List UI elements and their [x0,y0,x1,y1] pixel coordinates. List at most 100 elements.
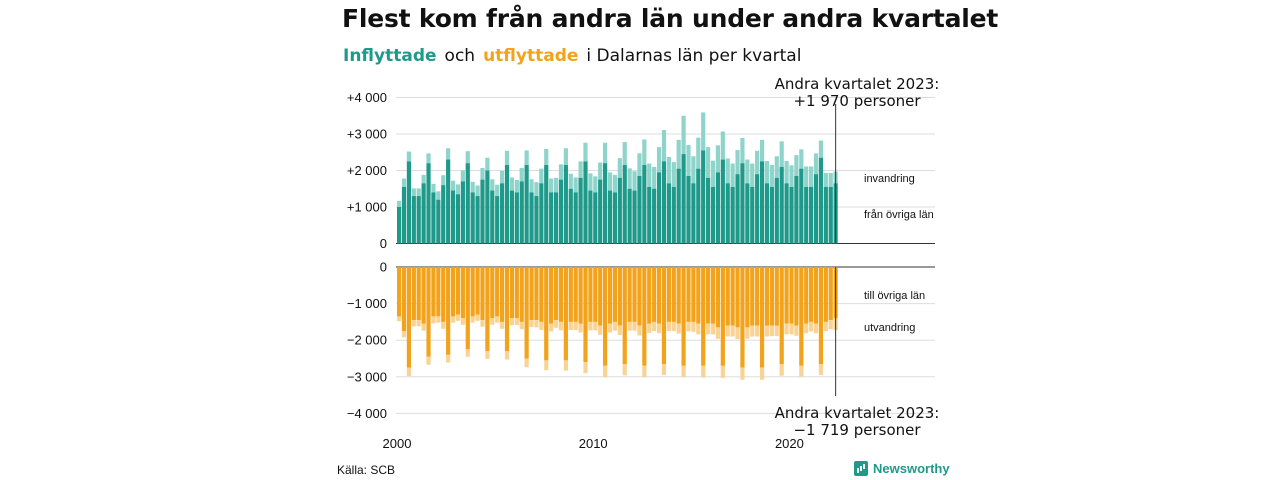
newsworthy-logo-text: Newsworthy [873,461,950,476]
bar-fran-ovriga-lan [804,186,809,244]
bar-invandring [720,131,725,160]
bar-till-ovriga-lan [818,267,824,364]
bar-utvandring [441,321,446,329]
bar-till-ovriga-lan [583,267,588,363]
bar-utvandring [696,323,701,335]
bar-till-ovriga-lan [794,267,799,326]
bar-utvandring [809,321,814,332]
bar-fran-ovriga-lan [730,186,735,244]
bar-invandring [701,112,706,151]
bar-invandring [809,166,814,187]
bar-utvandring [794,325,799,336]
bar-invandring [627,168,632,189]
bar-till-ovriga-lan [519,267,524,322]
bar-utvandring [779,363,784,376]
bar-utvandring [436,316,441,323]
bar-utvandring [568,321,573,330]
bar-utvandring [759,367,765,380]
bar-till-ovriga-lan [578,267,583,324]
bar-fran-ovriga-lan [603,163,608,244]
bar-fran-ovriga-lan [828,186,833,244]
bar-invandring [475,185,480,197]
bar-till-ovriga-lan [647,267,652,324]
bar-fran-ovriga-lan [495,196,500,244]
bar-fran-ovriga-lan [544,165,549,244]
bar-utvandring [416,320,421,327]
bar-invandring [406,151,412,162]
bar-utvandring [593,321,598,331]
bar-invandring [632,171,637,191]
bar-fran-ovriga-lan [475,196,480,244]
bar-till-ovriga-lan [789,267,794,324]
bar-fran-ovriga-lan [509,190,515,244]
bar-till-ovriga-lan [681,267,686,366]
bar-utvandring [666,321,671,332]
subtitle-rest: i Dalarnas län per kvartal [586,46,802,66]
bar-till-ovriga-lan [509,267,515,319]
subtitle-och: och [444,46,476,66]
bar-utvandring [818,363,824,375]
bar-invandring [455,184,461,195]
bar-fran-ovriga-lan [519,181,524,244]
bar-utvandring [740,367,745,380]
bar-invandring [558,164,564,180]
bar-utvandring [475,314,480,321]
bar-fran-ovriga-lan [676,168,681,244]
bar-fran-ovriga-lan [735,174,740,244]
bar-till-ovriga-lan [514,267,519,319]
bar-invandring [549,178,554,193]
x-tick-label: 2020 [775,436,804,451]
bar-invandring [794,155,799,176]
bar-till-ovriga-lan [686,267,691,322]
subtitle: Inflyttade och utflyttade i Dalarnas län pe… [343,46,801,66]
bar-till-ovriga-lan [607,267,613,324]
bar-fran-ovriga-lan [764,183,770,244]
bar-utvandring [588,321,593,331]
bar-till-ovriga-lan [769,267,774,326]
bar-invandring [735,150,740,175]
bar-till-ovriga-lan [480,267,485,321]
bar-utvandring [804,323,809,334]
bar-invandring [676,139,681,169]
bar-till-ovriga-lan [725,267,730,326]
bar-fran-ovriga-lan [534,196,539,244]
bar-invandring [480,167,485,180]
bottom-y-tick-label: −2 000 [347,333,387,348]
bar-invandring [755,150,760,175]
bar-fran-ovriga-lan [485,170,490,244]
bar-till-ovriga-lan [411,267,416,321]
bar-till-ovriga-lan [627,267,632,322]
bar-invandring [534,182,539,197]
annotation-top-line2: +1 970 personer [793,92,921,110]
bar-fran-ovriga-lan [490,190,495,244]
bottom-y-tick-label: −3 000 [347,369,387,384]
bar-till-ovriga-lan [735,267,740,328]
bar-invandring [813,153,819,175]
bar-till-ovriga-lan [671,267,676,322]
bar-fran-ovriga-lan [656,172,662,244]
bar-till-ovriga-lan [784,267,789,324]
bar-invandring [421,174,426,184]
bar-invandring [779,141,784,167]
bar-till-ovriga-lan [544,267,549,361]
bar-fran-ovriga-lan [568,188,573,244]
bar-till-ovriga-lan [421,267,426,324]
bar-utvandring [661,363,667,375]
bar-invandring [593,176,598,193]
bar-fran-ovriga-lan [745,183,750,244]
bar-fran-ovriga-lan [750,186,755,244]
bar-till-ovriga-lan [701,267,706,366]
bar-invandring [446,148,451,160]
bar-fran-ovriga-lan [529,192,534,244]
bar-fran-ovriga-lan [755,174,760,244]
bar-invandring [769,165,774,187]
bar-fran-ovriga-lan [588,190,593,244]
bar-fran-ovriga-lan [799,168,804,244]
bar-fran-ovriga-lan [406,161,412,244]
bar-till-ovriga-lan [759,267,765,368]
bar-till-ovriga-lan [485,267,490,352]
bar-utvandring [426,356,431,365]
source-label: Källa: SCB [337,463,396,477]
bar-till-ovriga-lan [813,267,819,324]
bar-invandring [759,139,765,162]
